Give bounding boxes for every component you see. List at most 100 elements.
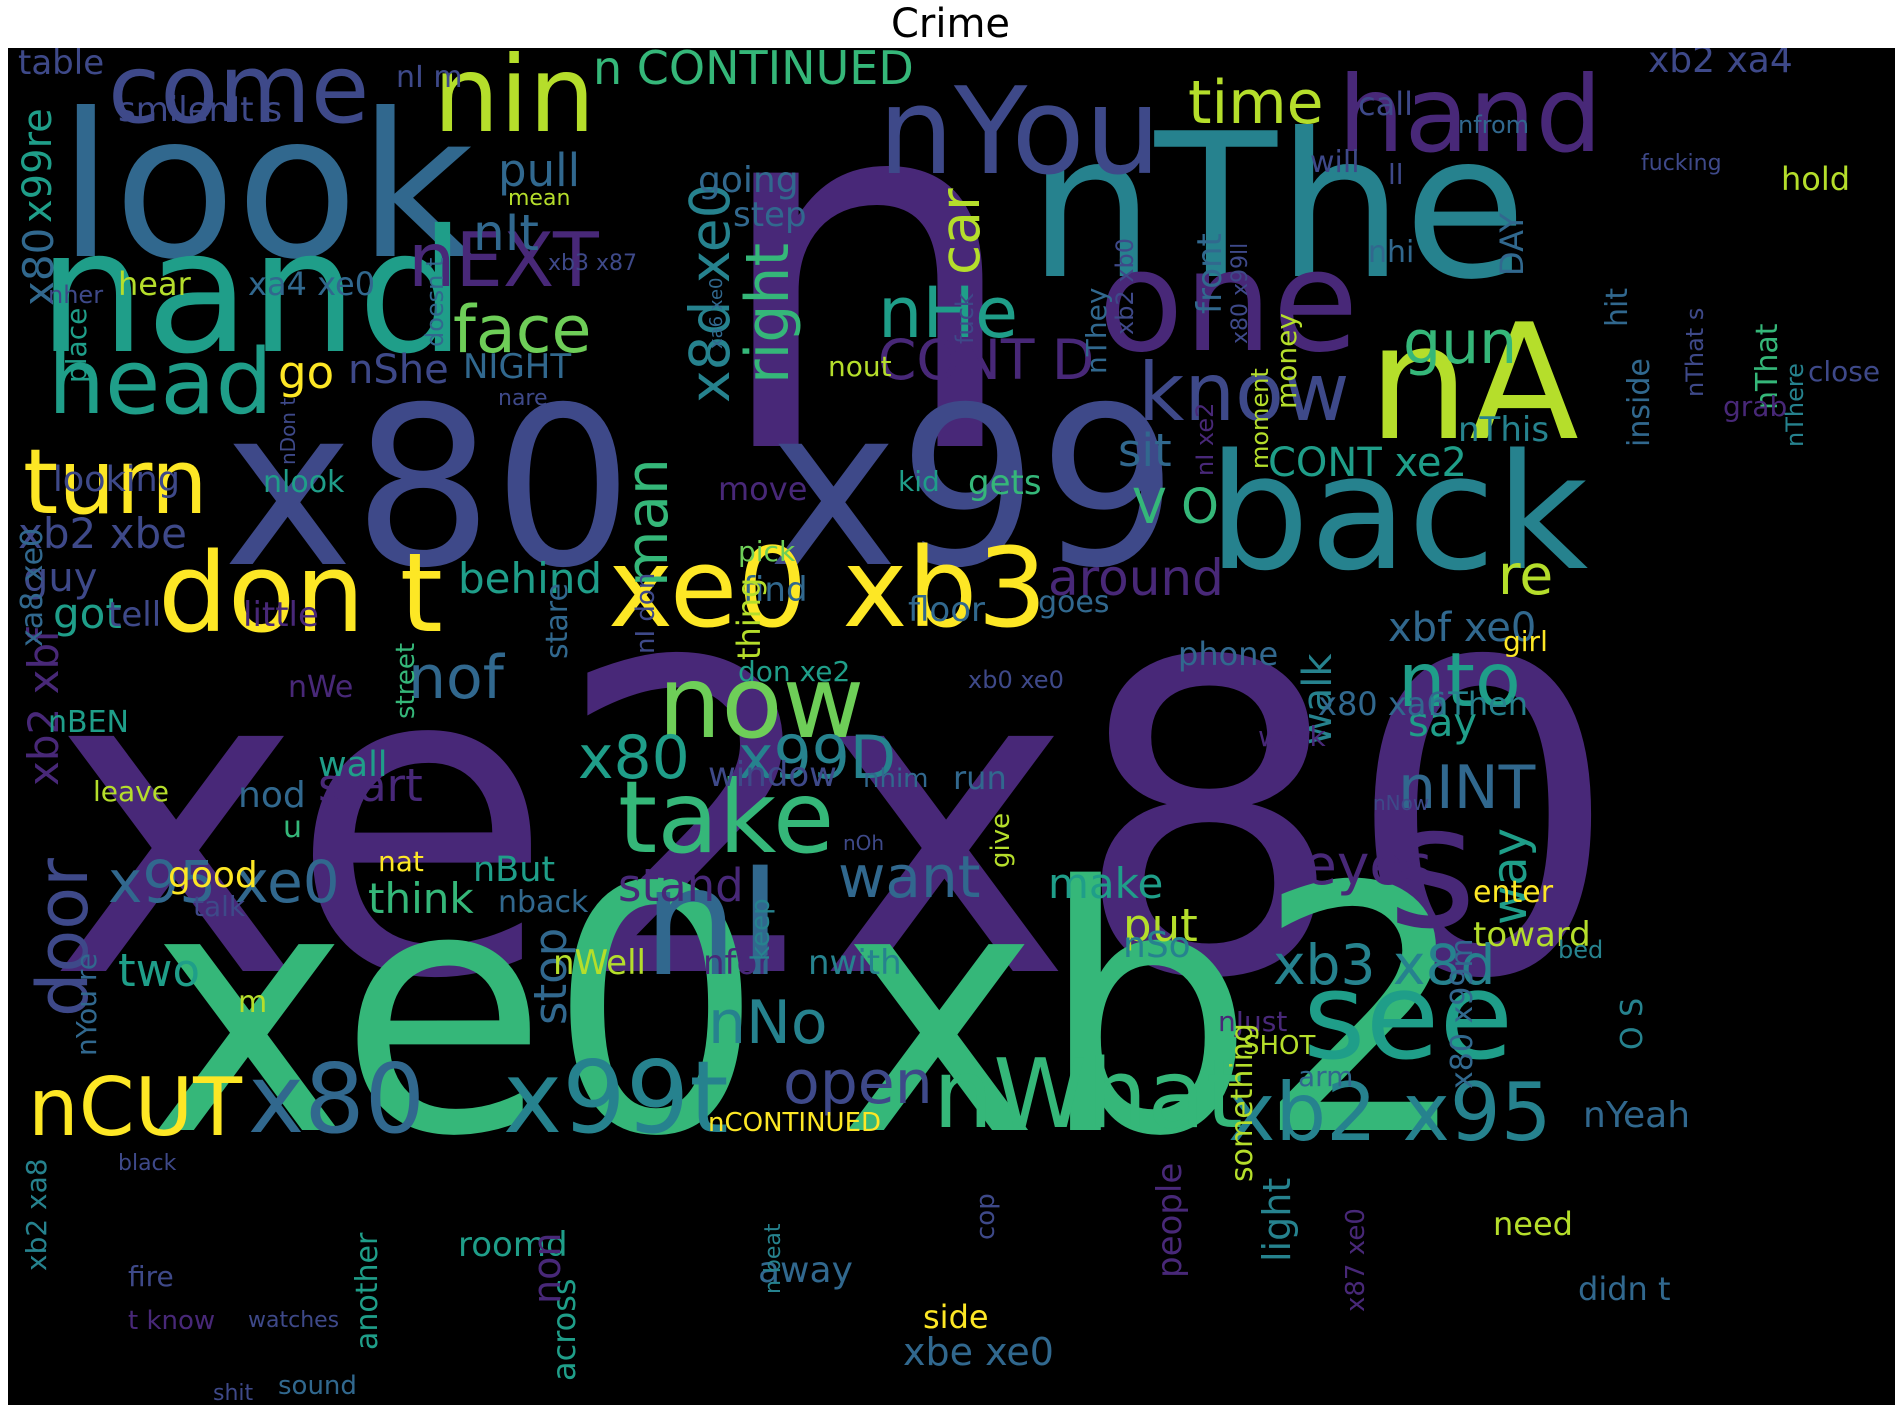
cloud-word: xb2 xb0 (1111, 237, 1139, 335)
cloud-word: t know (128, 1306, 216, 1336)
cloud-word: NIGHT (463, 347, 572, 387)
cloud-word: sound (278, 1371, 357, 1401)
cloud-word: money (1270, 313, 1303, 409)
cloud-word: gets (968, 463, 1042, 503)
cloud-word: hit (1600, 287, 1635, 327)
cloud-word: run (953, 759, 1007, 797)
cloud-word: nThis (1458, 410, 1550, 450)
cloud-word: kid (898, 465, 940, 498)
cloud-word: nThat s (1681, 307, 1709, 397)
cloud-word: xb2 xa8 (20, 1158, 53, 1271)
cloud-word: nWhat (933, 1040, 1243, 1150)
cloud-word: one (1098, 221, 1359, 384)
cloud-word: place (60, 307, 93, 383)
cloud-word: table (18, 48, 105, 83)
cloud-word: goes (1038, 585, 1110, 620)
cloud-word: make (1048, 859, 1164, 908)
cloud-word: call (1358, 85, 1413, 123)
cloud-word: stare (540, 583, 575, 659)
cloud-word: nare (498, 386, 548, 411)
cloud-word: nDon t (276, 397, 300, 465)
cloud-word: going (698, 160, 799, 201)
cloud-word: nYeah (1583, 1095, 1691, 1136)
cloud-word: light (1255, 1177, 1299, 1262)
cloud-word: fuck (951, 293, 979, 344)
cloud-word: x80 (818, 573, 1620, 1073)
cloud-word: nShe (348, 347, 449, 393)
cloud-word: nand (38, 194, 466, 392)
cloud-word: nfor (703, 943, 772, 983)
cloud-word: leave (93, 775, 169, 808)
cloud-word: two (118, 944, 200, 997)
cloud-word: nCONTINUED (708, 1108, 882, 1138)
cloud-word: nfrom (1458, 111, 1530, 139)
cloud-word: nThe (1028, 91, 1527, 324)
cloud-word: x80 (223, 360, 634, 616)
page-title: Crime (890, 1, 1011, 47)
cloud-word: nBEN (48, 705, 129, 740)
cloud-word: xb3 x87 (548, 251, 637, 276)
cloud-word: u (283, 810, 303, 845)
cloud-word: xe0 xb3 (608, 524, 1048, 652)
cloud-word: away (758, 1250, 853, 1291)
cloud-word: x99D (738, 723, 897, 793)
cloud-word: xb2 xbe (18, 509, 187, 558)
cloud-word: pick (738, 535, 796, 568)
cloud-word: didn t (1578, 1270, 1671, 1308)
cloud-word: m (238, 985, 268, 1020)
cloud-word: nhim (863, 764, 929, 794)
cloud-word: window (708, 755, 837, 795)
cloud-word: hand (1338, 54, 1603, 176)
cloud-word: x80 (578, 723, 690, 793)
cloud-word: nout (828, 350, 892, 383)
cloud-word: take (618, 759, 835, 876)
cloud-word: grab (1723, 390, 1788, 423)
cloud-word: nWell (553, 943, 646, 983)
cloud-word: ll (1388, 158, 1404, 191)
cloud-word: black (118, 1151, 177, 1176)
cloud-word: know (1138, 346, 1350, 439)
cloud-word: stand (618, 859, 744, 912)
cloud-word: xa6 xe0 (706, 277, 727, 349)
cloud-word: V O (1133, 479, 1219, 535)
cloud-word: shit (213, 1381, 254, 1405)
cloud-word: xb2 (838, 815, 1472, 1211)
cloud-word: nIt (473, 204, 540, 262)
cloud-word: xb3 x8d (1273, 933, 1496, 997)
cloud-word: find (743, 570, 808, 610)
cloud-word: cop (971, 1193, 1001, 1240)
cloud-word: nI don (631, 572, 661, 654)
word-cloud: n xe2 x80 xe0 xb2 x99 x80 nThe look nand… (8, 48, 1895, 1405)
cloud-word: face (453, 293, 592, 368)
cloud-word: thing (730, 577, 768, 660)
cloud-word: x80 x99ll (1228, 242, 1253, 344)
cloud-word: gun (1403, 308, 1518, 378)
cloud-word: n CONTINUED (593, 48, 914, 95)
cloud-word: nJust (1218, 1005, 1288, 1038)
cloud-word: inside (1622, 358, 1657, 447)
cloud-word: xa4 xe0 (248, 265, 376, 303)
cloud-word: close (1808, 355, 1881, 388)
cloud-word: open (783, 1048, 933, 1118)
cloud-word: guy (23, 555, 98, 601)
cloud-word: time (1188, 68, 1324, 138)
cloud-word: x99 (768, 360, 1179, 616)
cloud-word: step (733, 195, 807, 235)
cloud-word: xb2 xa4 (1648, 48, 1793, 81)
cloud-word: nNo (708, 988, 828, 1058)
cloud-word: work (1258, 720, 1326, 753)
cloud-word: side (923, 1298, 989, 1336)
cloud-word: O S (1615, 997, 1650, 1050)
cloud-word: go (278, 346, 335, 399)
cloud-word: nof (408, 643, 504, 713)
cloud-word: back (1208, 419, 1589, 606)
cloud-word: nWe (288, 670, 354, 705)
cloud-word: roomd (458, 1225, 568, 1265)
cloud-word: tell (108, 595, 162, 635)
cloud-word: nNow (1373, 791, 1430, 815)
cloud-word: DAY (1493, 212, 1531, 276)
cloud-word: nINT (1398, 753, 1536, 823)
cloud-word: x99t (503, 1039, 729, 1156)
cloud-word: good (168, 855, 258, 896)
cloud-word: something (1225, 1023, 1260, 1182)
